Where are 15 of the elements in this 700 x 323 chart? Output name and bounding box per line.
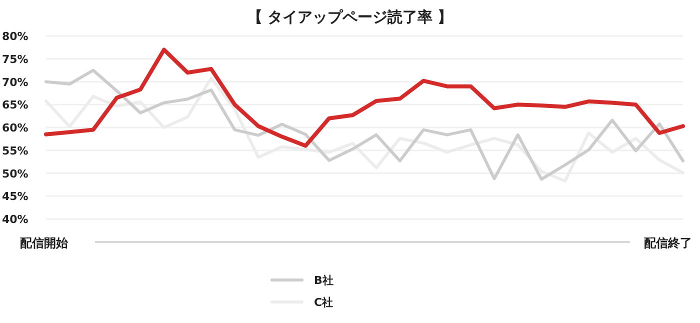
line-series (44, 48, 685, 148)
y-tick-label: 60% (2, 122, 28, 134)
chart-title: 【 タイアップページ読了率 】 (247, 8, 453, 26)
legend-label: B社 (314, 274, 334, 287)
legend-label: C社 (314, 296, 334, 309)
y-tick-label: 50% (2, 167, 28, 180)
y-tick-label: 65% (2, 98, 28, 112)
text: 配信終了 (644, 236, 692, 250)
y-tick-label: 70% (2, 76, 28, 89)
y-tick-label: 45% (2, 190, 28, 204)
y-tick-label: 75% (2, 52, 28, 66)
y-tick-label: 40% (2, 213, 28, 226)
y-tick-label: 55% (2, 144, 28, 158)
y-tick-label: 80% (2, 30, 28, 43)
text: 配信開始 (20, 236, 69, 250)
